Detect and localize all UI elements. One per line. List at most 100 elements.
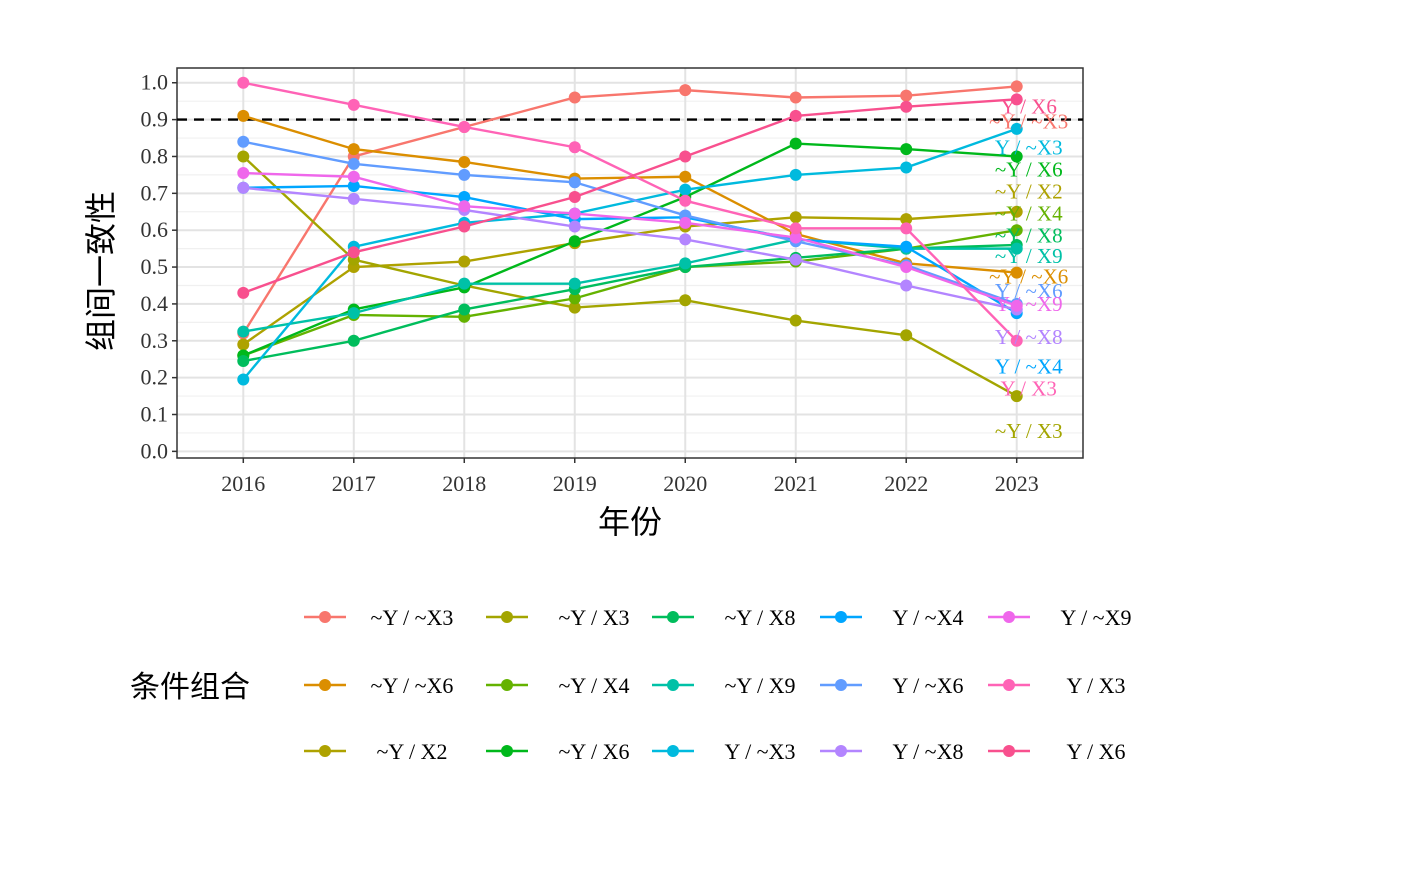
data-point xyxy=(679,216,692,229)
data-point xyxy=(789,211,802,224)
data-point xyxy=(458,277,471,290)
x-tick-label: 2016 xyxy=(221,471,265,496)
legend-label: Y / ~X8 xyxy=(893,739,964,764)
data-point xyxy=(237,355,250,368)
data-point xyxy=(1010,122,1023,135)
data-point xyxy=(679,183,692,196)
end-label: Y / X6 xyxy=(1001,95,1057,119)
data-point xyxy=(900,240,913,253)
legend-label: Y / ~X4 xyxy=(893,605,964,630)
end-label: ~Y / X9 xyxy=(995,244,1063,268)
legend-key-point xyxy=(1003,679,1015,691)
legend-key-point xyxy=(501,745,513,757)
end-label: ~Y / ~X6 xyxy=(989,264,1068,288)
data-point xyxy=(347,170,360,183)
y-tick-label: 0.3 xyxy=(141,328,169,353)
series-line xyxy=(243,81,1018,342)
end-label: ~Y / X6 xyxy=(995,157,1063,181)
data-point xyxy=(900,213,913,226)
legend-item: Y / X6 xyxy=(988,739,1126,764)
legend-key-point xyxy=(835,679,847,691)
series-line xyxy=(243,171,1018,307)
x-tick-label: 2018 xyxy=(442,471,486,496)
legend: 条件组合 ~Y / ~X3 ~Y / ~X6 ~Y / X2 ~Y / X3 ~Y / … xyxy=(130,605,1131,764)
data-point xyxy=(237,325,250,338)
data-point xyxy=(900,143,913,156)
data-point xyxy=(1010,266,1023,279)
data-point xyxy=(1010,242,1023,255)
data-point xyxy=(458,200,471,213)
data-point xyxy=(900,329,913,342)
end-label: Y / ~X6 xyxy=(995,279,1063,303)
legend-item: ~Y / X6 xyxy=(486,739,629,764)
end-label: Y / ~X4 xyxy=(995,355,1063,379)
data-point xyxy=(237,76,250,89)
legend-item: Y / ~X4 xyxy=(820,605,963,630)
legend-label: ~Y / ~X3 xyxy=(371,605,454,630)
end-label: Y / X3 xyxy=(1001,377,1057,401)
end-label: Y / ~X3 xyxy=(995,135,1063,159)
series-line xyxy=(242,155,1018,398)
x-tick-label: 2019 xyxy=(553,471,597,496)
data-point xyxy=(347,157,360,170)
legend-key-point xyxy=(319,745,331,757)
data-point xyxy=(568,191,581,204)
data-point xyxy=(900,100,913,113)
end-label: Y / ~X8 xyxy=(995,325,1063,349)
data-point xyxy=(347,179,360,192)
series-line xyxy=(243,243,1017,363)
y-tick-label: 0.9 xyxy=(141,107,169,132)
end-label: Y / ~X9 xyxy=(995,292,1063,316)
legend-key-point xyxy=(667,745,679,757)
plot-border xyxy=(176,67,1084,459)
legend-item: Y / ~X8 xyxy=(820,739,963,764)
data-point xyxy=(568,301,581,314)
series-13 xyxy=(237,76,1023,347)
legend-item: ~Y / X8 xyxy=(652,605,795,630)
y-tick-label: 0.2 xyxy=(141,365,169,390)
data-point xyxy=(458,220,471,233)
series-14 xyxy=(237,93,1023,299)
series-line xyxy=(242,98,1017,294)
end-label: ~Y / X4 xyxy=(995,202,1063,226)
data-point xyxy=(347,307,360,320)
y-tick-label: 0.7 xyxy=(141,180,169,205)
legend-title: 条件组合 xyxy=(130,670,250,705)
data-point xyxy=(347,98,360,111)
data-point xyxy=(789,231,802,244)
legend-label: Y / ~X6 xyxy=(893,673,964,698)
data-point xyxy=(568,277,581,290)
legend-item: ~Y / ~X3 xyxy=(304,605,453,630)
data-point xyxy=(1010,299,1023,312)
x-tick-label: 2020 xyxy=(663,471,707,496)
y-axis-title: 组间一致性 xyxy=(82,191,120,351)
legend-item: ~Y / X2 xyxy=(304,739,447,764)
data-point xyxy=(679,233,692,246)
y-tick-label: 0.1 xyxy=(141,402,169,427)
data-point xyxy=(347,246,360,259)
data-point xyxy=(458,191,471,204)
data-point xyxy=(458,303,471,316)
data-point xyxy=(789,314,802,327)
data-point xyxy=(789,253,802,266)
series-line xyxy=(243,186,1017,311)
data-point xyxy=(458,155,471,168)
legend-key-point xyxy=(1003,611,1015,623)
data-point xyxy=(679,150,692,163)
data-point xyxy=(237,109,250,122)
legend-label: ~Y / X8 xyxy=(725,605,796,630)
legend-label: ~Y / X4 xyxy=(559,673,630,698)
data-point xyxy=(458,120,471,133)
data-point xyxy=(568,176,581,189)
end-label: ~Y / X8 xyxy=(995,224,1063,248)
data-point xyxy=(679,257,692,270)
data-point xyxy=(789,109,802,122)
data-point xyxy=(568,220,581,233)
data-point xyxy=(900,161,913,174)
legend-item: Y / ~X3 xyxy=(652,739,795,764)
legend-label: Y / ~X9 xyxy=(1061,605,1132,630)
grid-lines xyxy=(177,68,1083,458)
data-point xyxy=(347,334,360,347)
legend-key-point xyxy=(667,679,679,691)
